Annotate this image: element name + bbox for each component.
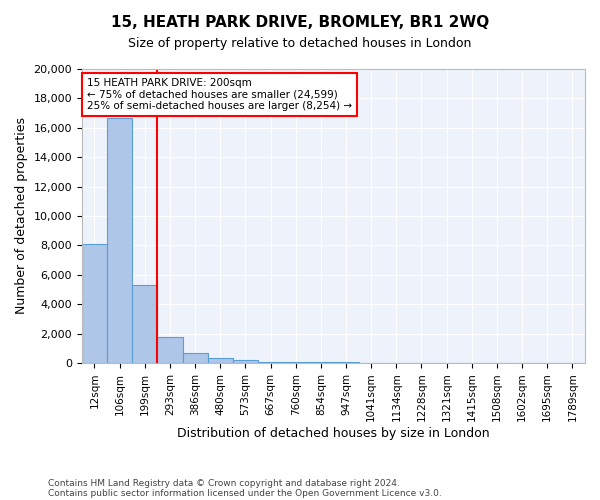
Text: 15 HEATH PARK DRIVE: 200sqm
← 75% of detached houses are smaller (24,599)
25% of: 15 HEATH PARK DRIVE: 200sqm ← 75% of det…	[87, 78, 352, 111]
Bar	[283, 362, 308, 363]
Bar	[182, 354, 208, 363]
Bar	[233, 360, 258, 363]
Text: Contains public sector information licensed under the Open Government Licence v3: Contains public sector information licen…	[48, 488, 442, 498]
Bar	[157, 337, 182, 363]
Bar	[308, 362, 334, 363]
Bar	[82, 244, 107, 363]
Bar	[107, 118, 132, 363]
X-axis label: Distribution of detached houses by size in London: Distribution of detached houses by size …	[177, 427, 490, 440]
Bar	[208, 358, 233, 363]
Y-axis label: Number of detached properties: Number of detached properties	[15, 118, 28, 314]
Bar	[258, 362, 283, 363]
Bar	[334, 362, 359, 363]
Bar	[132, 285, 157, 363]
Text: 15, HEATH PARK DRIVE, BROMLEY, BR1 2WQ: 15, HEATH PARK DRIVE, BROMLEY, BR1 2WQ	[111, 15, 489, 30]
Text: Contains HM Land Registry data © Crown copyright and database right 2024.: Contains HM Land Registry data © Crown c…	[48, 478, 400, 488]
Text: Size of property relative to detached houses in London: Size of property relative to detached ho…	[128, 38, 472, 51]
